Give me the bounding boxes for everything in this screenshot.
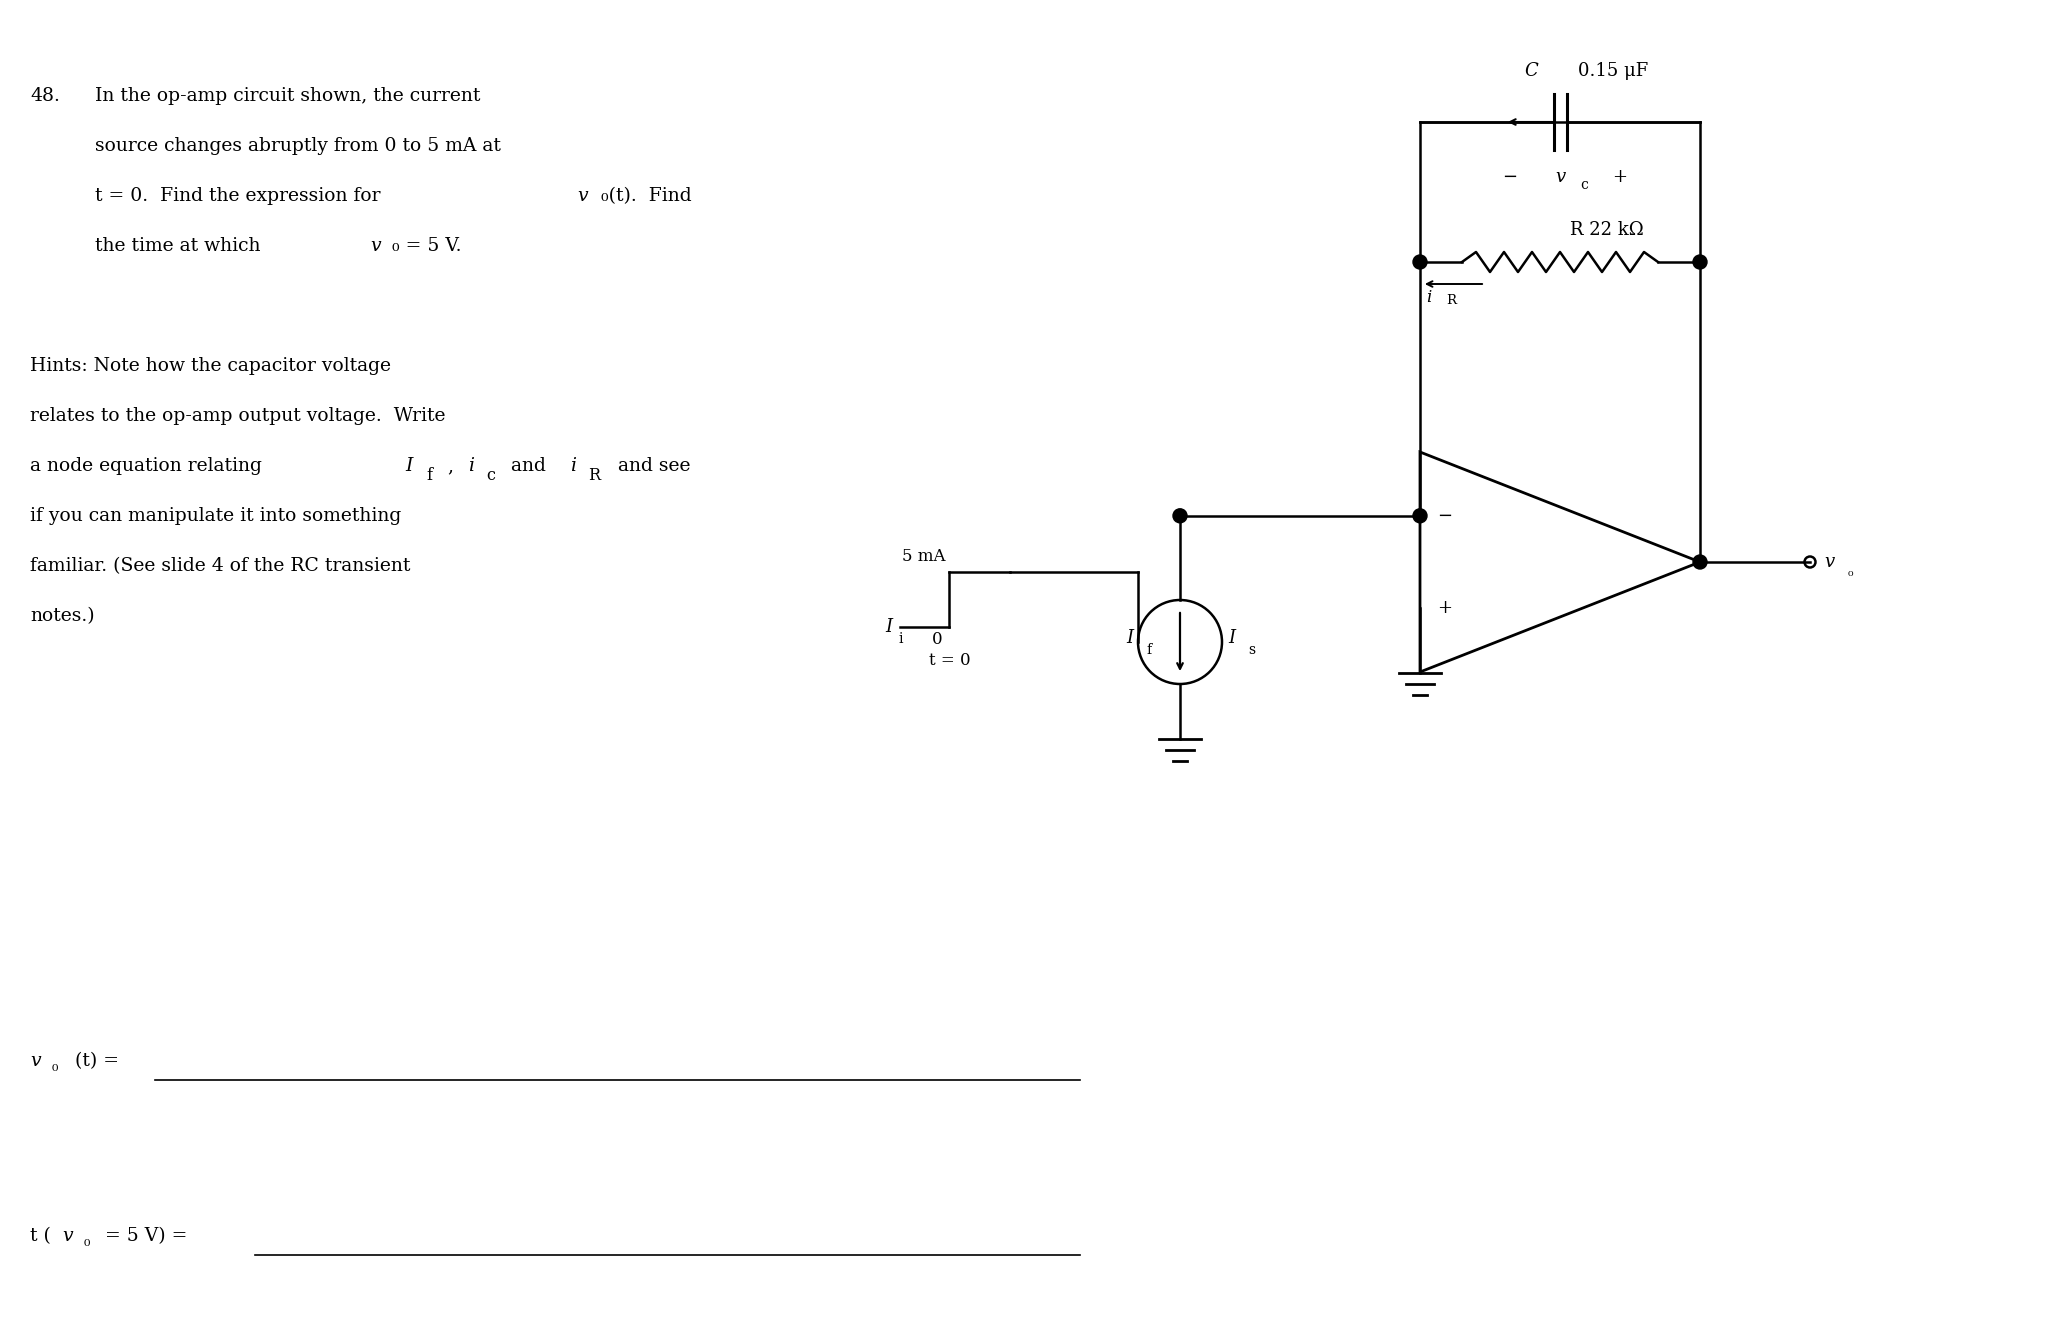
Text: I: I bbox=[1228, 629, 1236, 647]
Text: 5 mA: 5 mA bbox=[902, 548, 945, 565]
Text: R: R bbox=[1447, 294, 1457, 307]
Text: Hints: Note how the capacitor voltage: Hints: Note how the capacitor voltage bbox=[31, 357, 391, 374]
Text: familiar. (See slide 4 of the RC transient: familiar. (See slide 4 of the RC transie… bbox=[31, 557, 411, 574]
Text: v: v bbox=[1823, 553, 1833, 570]
Text: source changes abruptly from 0 to 5 mA at: source changes abruptly from 0 to 5 mA a… bbox=[94, 137, 501, 154]
Text: R 22 kΩ: R 22 kΩ bbox=[1569, 221, 1643, 239]
Text: and: and bbox=[505, 458, 552, 475]
Text: = 5 V) =: = 5 V) = bbox=[104, 1227, 188, 1245]
Text: I: I bbox=[405, 458, 413, 475]
Text: 48.: 48. bbox=[31, 87, 59, 105]
Text: v: v bbox=[61, 1227, 72, 1245]
Text: −: − bbox=[1436, 507, 1453, 525]
Text: and see: and see bbox=[612, 458, 690, 475]
Text: +: + bbox=[1436, 599, 1453, 617]
Text: i: i bbox=[571, 458, 577, 475]
Circle shape bbox=[1692, 255, 1706, 268]
Text: 0: 0 bbox=[931, 631, 943, 648]
Text: notes.): notes.) bbox=[31, 607, 94, 625]
Circle shape bbox=[1172, 509, 1187, 523]
Text: ₀: ₀ bbox=[1848, 565, 1854, 578]
Text: f: f bbox=[1146, 643, 1152, 658]
Text: t = 0: t = 0 bbox=[929, 652, 970, 670]
Text: In the op-amp circuit shown, the current: In the op-amp circuit shown, the current bbox=[94, 87, 481, 105]
Text: c: c bbox=[1580, 178, 1588, 192]
Text: t = 0.  Find the expression for: t = 0. Find the expression for bbox=[94, 187, 387, 205]
Text: f: f bbox=[426, 467, 432, 484]
Text: v: v bbox=[370, 238, 381, 255]
Text: v: v bbox=[31, 1052, 41, 1070]
Text: i: i bbox=[1426, 289, 1432, 306]
Text: ₀ = 5 V.: ₀ = 5 V. bbox=[393, 238, 462, 255]
Text: v: v bbox=[577, 187, 587, 205]
Text: ,: , bbox=[448, 458, 460, 475]
Text: a node equation relating: a node equation relating bbox=[31, 458, 268, 475]
Circle shape bbox=[1692, 556, 1706, 569]
Text: v: v bbox=[1555, 168, 1565, 187]
Text: ₀: ₀ bbox=[51, 1057, 59, 1075]
Text: c: c bbox=[487, 467, 495, 484]
Text: relates to the op-amp output voltage.  Write: relates to the op-amp output voltage. Wr… bbox=[31, 407, 446, 425]
Text: (t) =: (t) = bbox=[76, 1052, 119, 1070]
Text: the time at which: the time at which bbox=[94, 238, 266, 255]
Text: +: + bbox=[1612, 168, 1627, 187]
Text: t (: t ( bbox=[31, 1227, 51, 1245]
Text: s: s bbox=[1248, 643, 1254, 658]
Circle shape bbox=[1414, 509, 1426, 523]
Text: ₀(t).  Find: ₀(t). Find bbox=[602, 187, 692, 205]
Text: if you can manipulate it into something: if you can manipulate it into something bbox=[31, 507, 401, 525]
Text: 0.15 μF: 0.15 μF bbox=[1577, 62, 1649, 81]
Text: i: i bbox=[469, 458, 475, 475]
Text: ₀: ₀ bbox=[84, 1233, 90, 1249]
Text: C: C bbox=[1524, 62, 1539, 81]
Circle shape bbox=[1414, 255, 1426, 268]
Text: i: i bbox=[898, 632, 902, 646]
Text: I: I bbox=[884, 619, 892, 636]
Text: I: I bbox=[1125, 629, 1133, 647]
Text: R: R bbox=[587, 467, 599, 484]
Text: −: − bbox=[1502, 168, 1518, 187]
